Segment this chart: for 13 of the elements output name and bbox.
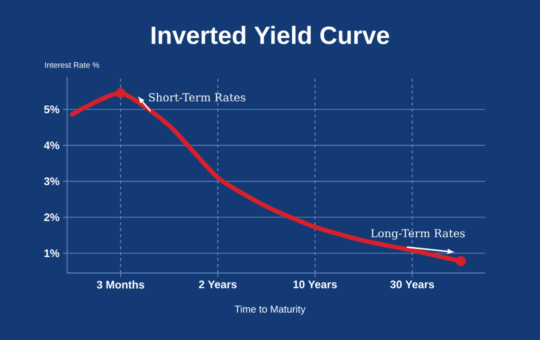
y-tick-label: 3% — [44, 177, 60, 186]
x-tick-label: 10 Years — [293, 280, 337, 288]
chart-title: Inverted Yield Curve — [152, 26, 390, 44]
x-axis-title: Time to Maturity — [234, 305, 306, 315]
annotation: Short-Term Rates — [149, 92, 246, 102]
x-tick-label: 2 Years — [199, 280, 237, 288]
y-tick-label: 5% — [44, 106, 60, 114]
y-tick-label: 2% — [44, 213, 60, 222]
y-tick-label: 1% — [44, 249, 60, 258]
x-tick-label: 30 Years — [390, 280, 434, 288]
x-tick-label: 3 Months — [96, 280, 144, 289]
annotation: Long-Term Rates — [371, 229, 465, 240]
y-tick-label: 4% — [44, 141, 60, 150]
